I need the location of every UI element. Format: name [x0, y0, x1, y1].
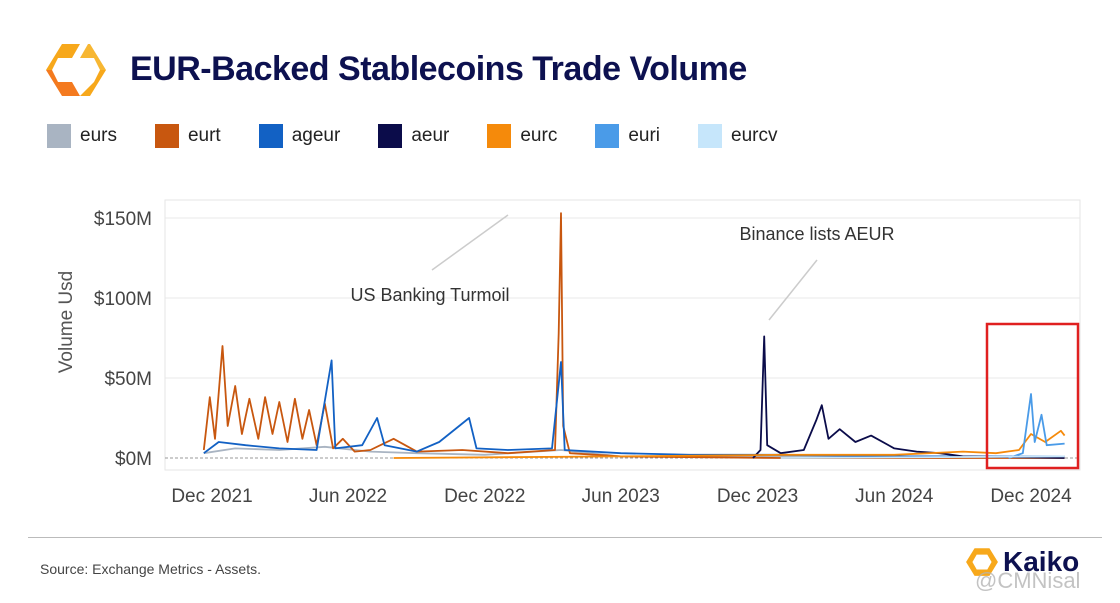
- legend-swatch: [154, 124, 179, 148]
- source-note: Source: Exchange Metrics - Assets.: [40, 561, 261, 577]
- y-axis-label: Volume Usd: [56, 271, 77, 373]
- y-tick-label: $0M: [115, 449, 152, 470]
- legend-item-eurc[interactable]: eurc: [487, 124, 557, 148]
- legend-label: eurc: [520, 125, 558, 146]
- legend-label: eurs: [80, 125, 117, 146]
- x-tick-label: Dec 2021: [171, 486, 252, 507]
- legend-swatch: [258, 124, 283, 148]
- series-line-euri: [1008, 393, 1065, 459]
- kaiko-logo-icon: [46, 44, 106, 96]
- y-tick-label: $150M: [94, 209, 152, 230]
- legend-item-eurt[interactable]: eurt: [154, 124, 221, 148]
- legend-item-aeur[interactable]: aeur: [378, 124, 449, 148]
- x-tick-label: Dec 2022: [444, 486, 525, 507]
- x-tick-label: Dec 2024: [990, 486, 1072, 507]
- series-line-eurc: [393, 429, 1066, 459]
- series-line-eurcv: [780, 455, 1065, 459]
- kaiko-brand: Kaiko: [965, 546, 1079, 578]
- chart-area: $0M $50M $100M $150M Dec 2021 Jun 2022 Dec 202…: [56, 199, 1081, 507]
- legend-swatch: [47, 124, 71, 148]
- series-line-ageur: [203, 359, 1065, 458]
- legend-item-eurs[interactable]: eurs: [47, 124, 117, 148]
- annotation-binance-lists-aeur: Binance lists AEUR: [739, 224, 894, 244]
- legend-swatch: [698, 124, 723, 148]
- plot-area: [164, 199, 1081, 471]
- x-tick-label: Jun 2022: [309, 486, 387, 507]
- x-tick-label: Jun 2024: [855, 486, 934, 507]
- chart-title: EUR-Backed Stablecoins Trade Volume: [130, 50, 747, 88]
- legend: eurs eurt ageur aeur eurc euri eurcv: [47, 124, 815, 148]
- legend-label: aeur: [411, 125, 450, 146]
- x-tick-label: Dec 2023: [717, 486, 798, 507]
- y-tick-label: $50M: [104, 369, 152, 390]
- annotation-leader-line: [768, 259, 818, 321]
- series-line-aeur: [752, 335, 1065, 459]
- annotation-leader-line: [431, 214, 509, 271]
- brand-name: Kaiko: [1003, 546, 1080, 577]
- legend-label: euri: [628, 125, 661, 146]
- kaiko-brand-icon: [966, 548, 998, 576]
- watermark: @CMNisal: [975, 568, 1081, 593]
- highlight-box: [985, 322, 1080, 470]
- annotation-us-banking-turmoil: US Banking Turmoil: [350, 285, 509, 305]
- legend-item-eurcv[interactable]: eurcv: [698, 124, 777, 148]
- legend-swatch: [378, 124, 403, 148]
- legend-label: ageur: [291, 125, 341, 146]
- legend-item-ageur[interactable]: ageur: [258, 124, 341, 148]
- legend-label: eurt: [187, 125, 221, 146]
- legend-swatch: [595, 124, 620, 148]
- legend-swatch: [487, 124, 512, 148]
- y-tick-label: $100M: [94, 289, 152, 310]
- legend-label: eurcv: [731, 125, 778, 146]
- legend-item-euri[interactable]: euri: [595, 124, 660, 148]
- x-tick-label: Jun 2023: [582, 486, 660, 507]
- divider: [28, 537, 1102, 538]
